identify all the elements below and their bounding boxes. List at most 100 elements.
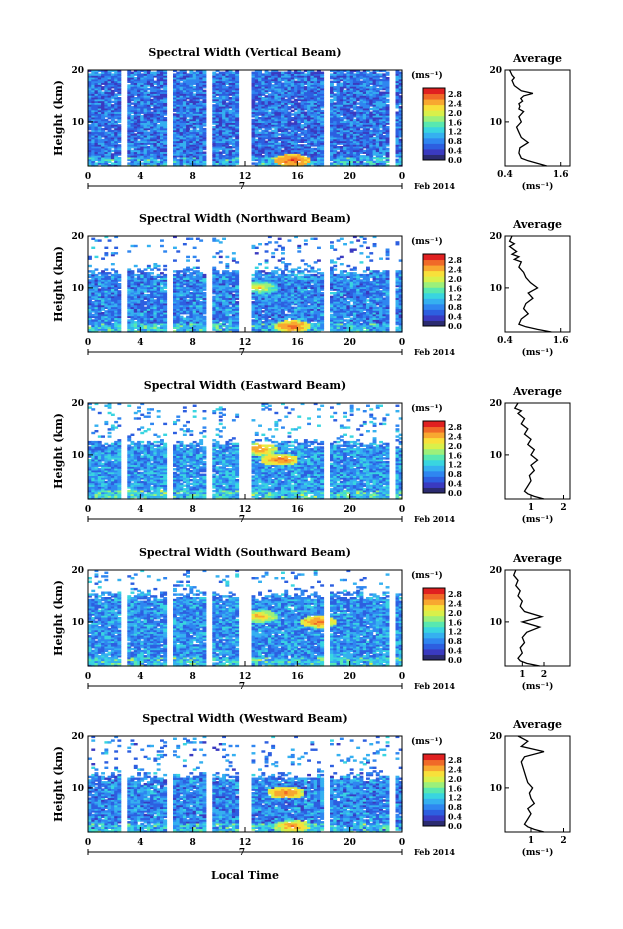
heatmap-cell <box>153 104 158 107</box>
heatmap-cell <box>127 122 132 125</box>
heatmap-cell <box>101 91 105 94</box>
heatmap-cell <box>284 100 289 103</box>
heatmap-cell <box>97 151 102 154</box>
heatmap-cell <box>254 142 259 145</box>
heatmap-cell <box>88 104 92 107</box>
heatmap-cell <box>231 102 236 105</box>
heatmap-cell <box>173 77 177 80</box>
heatmap-cell <box>267 127 272 131</box>
heatmap-cell <box>153 138 158 142</box>
heatmap-cell <box>130 158 135 162</box>
heatmap-cell <box>146 158 151 162</box>
heatmap-cell <box>228 147 233 151</box>
heatmap-cell <box>114 117 119 120</box>
heatmap-cell <box>284 156 289 160</box>
heatmap-cell <box>133 69 138 73</box>
heatmap-cell <box>274 147 279 151</box>
heatmap-cell <box>91 91 96 94</box>
heatmap-cell <box>104 71 109 74</box>
heatmap-cell <box>258 97 262 100</box>
heatmap-cell <box>267 82 272 85</box>
heatmap-cell <box>281 155 285 158</box>
heatmap-cell <box>199 164 204 167</box>
heatmap-cell <box>94 100 99 103</box>
heatmap-cell <box>97 115 102 118</box>
heatmap-cell <box>104 113 109 116</box>
heatmap-cell <box>231 129 236 133</box>
heatmap-cell <box>189 77 194 80</box>
heatmap-cell <box>287 162 292 165</box>
heatmap-cell <box>153 127 158 131</box>
heatmap-cell <box>189 106 194 109</box>
heatmap-cell <box>192 127 197 131</box>
heatmap-cell <box>189 118 194 122</box>
heatmap-cell <box>163 158 168 162</box>
heatmap-cell <box>258 84 262 87</box>
heatmap-cell <box>173 95 177 98</box>
heatmap-cell <box>182 131 187 134</box>
heatmap-cell <box>137 158 141 162</box>
heatmap-cell <box>258 124 262 127</box>
heatmap-cell <box>264 87 269 91</box>
heatmap-cell <box>222 98 226 102</box>
heatmap-cell <box>94 140 99 143</box>
heatmap-cell <box>146 73 151 76</box>
heatmap-cell <box>189 91 194 94</box>
heatmap-cell <box>225 164 230 167</box>
heatmap-cell <box>110 146 115 149</box>
heatmap-cell <box>176 117 181 120</box>
heatmap-cell <box>254 164 259 167</box>
heatmap-cell <box>202 73 207 76</box>
heatmap-cell <box>173 259 177 262</box>
heatmap-cell <box>284 144 289 147</box>
heatmap-cell <box>160 82 164 85</box>
heatmap-cell <box>264 136 269 140</box>
heatmap-cell <box>284 71 289 74</box>
heatmap-cell <box>156 100 161 103</box>
heatmap-cell <box>130 120 135 123</box>
heatmap-cell <box>212 158 217 162</box>
heatmap-cell <box>222 135 226 138</box>
heatmap-cell <box>104 91 109 94</box>
heatmap-cell <box>104 155 109 158</box>
heatmap-cell <box>163 273 168 277</box>
heatmap-cell <box>195 160 200 163</box>
heatmap-cell <box>101 93 105 96</box>
heatmap-cell <box>133 158 138 162</box>
heatmap-cell <box>385 147 390 151</box>
heatmap-cell <box>274 73 279 76</box>
heatmap-cell <box>143 69 148 73</box>
heatmap-cell <box>254 89 259 93</box>
heatmap-cell <box>173 86 177 89</box>
heatmap-cell <box>91 164 96 167</box>
heatmap-cell <box>222 109 226 113</box>
heatmap-cell <box>94 268 99 271</box>
heatmap-cell <box>271 93 276 96</box>
heatmap-cell <box>274 126 279 129</box>
heatmap-cell <box>110 117 115 120</box>
heatmap-cell <box>189 129 194 133</box>
heatmap-cell <box>146 122 151 125</box>
heatmap-cell <box>277 73 282 76</box>
heatmap-cell <box>137 118 141 122</box>
heatmap-cell <box>101 107 105 111</box>
heatmap-cell <box>107 117 112 120</box>
heatmap-cell <box>179 77 184 80</box>
heatmap-cell <box>281 107 285 111</box>
heatmap-cell <box>140 131 145 134</box>
heatmap-cell <box>104 164 109 167</box>
heatmap-cell <box>127 155 132 158</box>
heatmap-cell <box>160 84 164 87</box>
heatmap-cell <box>186 151 190 154</box>
heatmap-cell <box>114 142 119 145</box>
heatmap-cell <box>153 136 158 140</box>
colorbar-segment <box>423 93 445 100</box>
heatmap-cell <box>150 133 154 136</box>
heatmap-cell <box>163 78 168 82</box>
heatmap-cell <box>277 129 282 133</box>
heatmap-cell <box>107 113 112 116</box>
heatmap-cell <box>179 133 184 136</box>
heatmap-cell <box>104 142 109 145</box>
heatmap-cell <box>153 118 158 122</box>
heatmap-cell <box>104 84 109 87</box>
